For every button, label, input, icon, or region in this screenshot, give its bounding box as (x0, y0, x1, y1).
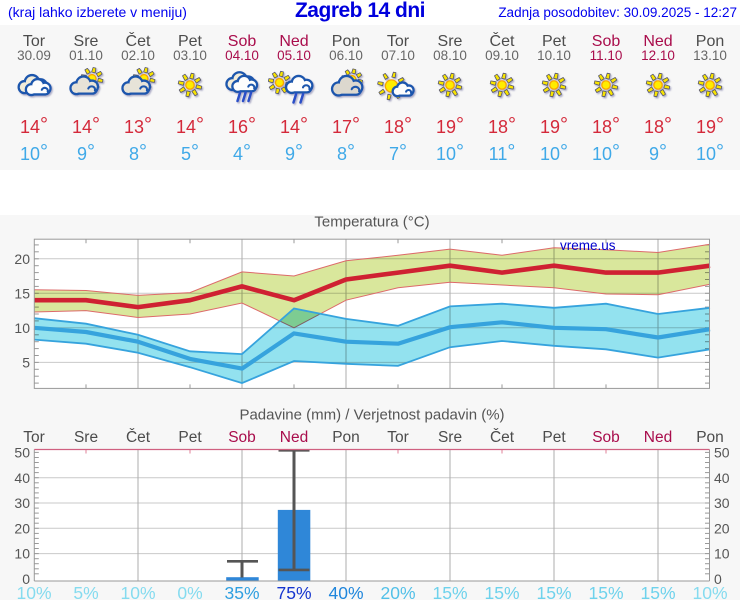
svg-text:Sob: Sob (592, 429, 620, 446)
svg-text:40: 40 (14, 470, 30, 486)
svg-text:Sre: Sre (438, 429, 462, 446)
svg-text:30: 30 (14, 495, 30, 511)
svg-text:15: 15 (14, 285, 30, 301)
svg-text:5: 5 (22, 355, 30, 371)
svg-text:30: 30 (714, 495, 730, 511)
svg-text:Sre: Sre (74, 429, 98, 446)
svg-text:Pet: Pet (178, 429, 202, 446)
svg-text:Tor: Tor (23, 429, 45, 446)
svg-text:Čet: Čet (490, 429, 515, 446)
svg-text:Tor: Tor (387, 429, 409, 446)
svg-text:Padavine (mm) / Verjetnost pad: Padavine (mm) / Verjetnost padavin (%) (239, 407, 504, 424)
svg-text:0: 0 (22, 571, 30, 587)
svg-text:Pet: Pet (542, 429, 566, 446)
svg-text:15%: 15% (588, 583, 623, 600)
svg-text:20: 20 (14, 251, 30, 267)
svg-text:40%: 40% (328, 583, 363, 600)
svg-text:20%: 20% (380, 583, 415, 600)
svg-text:35%: 35% (224, 583, 259, 600)
svg-text:0%: 0% (177, 583, 202, 600)
svg-text:Pon: Pon (332, 429, 360, 446)
svg-text:10%: 10% (16, 583, 51, 600)
svg-text:15%: 15% (484, 583, 519, 600)
svg-text:20: 20 (714, 520, 730, 536)
svg-text:50: 50 (714, 445, 730, 461)
svg-text:10: 10 (14, 546, 30, 562)
svg-text:Ned: Ned (280, 429, 308, 446)
svg-text:10: 10 (14, 320, 30, 336)
svg-text:5%: 5% (73, 583, 98, 600)
svg-text:10%: 10% (692, 583, 727, 600)
svg-text:40: 40 (714, 470, 730, 486)
svg-text:15%: 15% (536, 583, 571, 600)
svg-text:10%: 10% (120, 583, 155, 600)
svg-text:Čet: Čet (126, 429, 151, 446)
svg-text:20: 20 (14, 520, 30, 536)
svg-text:0: 0 (714, 571, 722, 587)
svg-text:Temperatura (°C): Temperatura (°C) (314, 214, 429, 231)
svg-text:50: 50 (14, 445, 30, 461)
svg-text:10: 10 (714, 546, 730, 562)
svg-text:Pon: Pon (696, 429, 724, 446)
svg-text:75%: 75% (276, 583, 311, 600)
svg-text:Ned: Ned (644, 429, 672, 446)
svg-text:Sob: Sob (228, 429, 256, 446)
svg-text:15%: 15% (432, 583, 467, 600)
svg-text:vreme.us: vreme.us (560, 238, 616, 253)
svg-text:15%: 15% (640, 583, 675, 600)
